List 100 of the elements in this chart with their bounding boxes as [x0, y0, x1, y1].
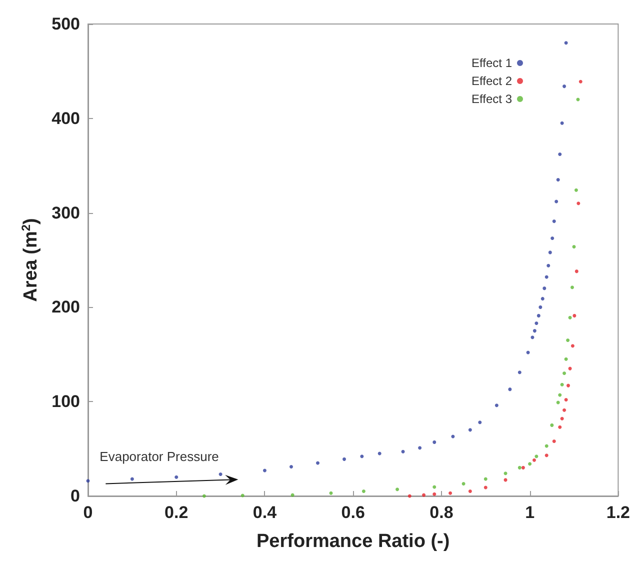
point [484, 477, 488, 481]
point [521, 466, 525, 470]
y-tick-label: 200 [52, 298, 80, 317]
point [552, 440, 556, 443]
legend-label: Effect 1 [472, 56, 512, 70]
point [544, 275, 548, 279]
point [562, 372, 566, 376]
point [552, 220, 556, 224]
point [86, 479, 90, 483]
point [202, 494, 206, 498]
point [564, 398, 568, 402]
point [448, 491, 452, 495]
y-tick-label: 300 [52, 203, 80, 222]
point [560, 382, 564, 386]
point [570, 286, 574, 290]
x-tick-label: 0.2 [164, 503, 188, 522]
point [532, 329, 536, 333]
point [540, 296, 544, 300]
point [546, 264, 550, 268]
point [564, 41, 568, 45]
x-tick-label: 0.8 [430, 503, 454, 522]
point [544, 444, 548, 448]
point [289, 464, 293, 468]
point [316, 461, 320, 465]
point [432, 440, 436, 444]
x-tick-label: 1.2 [606, 503, 630, 522]
point [508, 388, 512, 392]
point [558, 152, 562, 156]
point [218, 472, 222, 476]
point [538, 305, 542, 309]
point [550, 423, 554, 427]
point [504, 472, 508, 476]
point [174, 475, 178, 479]
point [532, 458, 536, 462]
point [560, 416, 564, 420]
point [518, 466, 522, 470]
point [494, 404, 498, 408]
point [554, 200, 558, 204]
point [566, 338, 570, 342]
y-tick-label: 400 [52, 108, 80, 128]
point [478, 420, 482, 424]
y-tick-label: 100 [52, 392, 80, 412]
point [484, 486, 488, 490]
point [462, 482, 466, 486]
point [572, 314, 576, 318]
x-tick-label: 0.6 [341, 503, 365, 522]
point [564, 357, 568, 361]
point [534, 454, 538, 458]
x-tick-label: 0 [83, 503, 93, 522]
point [556, 178, 560, 182]
point [468, 490, 472, 494]
point [528, 462, 532, 466]
point [576, 202, 580, 206]
legend-label: Effect 3 [472, 92, 512, 106]
point [542, 286, 546, 290]
y-tick-label: 0 [70, 486, 80, 506]
point [329, 491, 333, 495]
x-tick-label: 0.4 [252, 503, 278, 522]
point [562, 408, 566, 412]
point [240, 494, 244, 498]
point [572, 245, 576, 249]
point [570, 344, 574, 348]
point [422, 493, 426, 497]
point [574, 270, 578, 274]
point [578, 80, 582, 84]
annotation: Evaporator Pressure [100, 448, 219, 464]
point [534, 322, 538, 325]
point [562, 84, 566, 88]
point [290, 493, 294, 497]
point [566, 384, 570, 388]
point [401, 450, 405, 454]
point [262, 468, 266, 472]
point [550, 236, 554, 240]
point [556, 400, 560, 404]
point [418, 446, 422, 450]
point [560, 121, 564, 125]
point [574, 188, 578, 192]
point [130, 477, 134, 481]
point [396, 488, 400, 492]
point [378, 452, 382, 456]
point [360, 454, 364, 458]
x-tick-label: 1 [525, 503, 535, 522]
point [536, 314, 540, 318]
point [362, 490, 366, 494]
point [342, 457, 346, 461]
legend-label: Effect 2 [472, 74, 512, 88]
point [558, 425, 562, 429]
y-tick-label: 500 [52, 14, 80, 34]
point [432, 485, 436, 489]
point [530, 336, 534, 340]
point [558, 393, 562, 397]
point [544, 454, 548, 458]
point [468, 428, 472, 432]
point [568, 316, 572, 320]
x-axis-title: Performance Ratio (-) [256, 531, 450, 552]
y-axis-title: Area (m2) [19, 218, 42, 302]
point [408, 494, 412, 498]
point [518, 370, 522, 374]
point [432, 492, 436, 496]
point [548, 250, 552, 254]
